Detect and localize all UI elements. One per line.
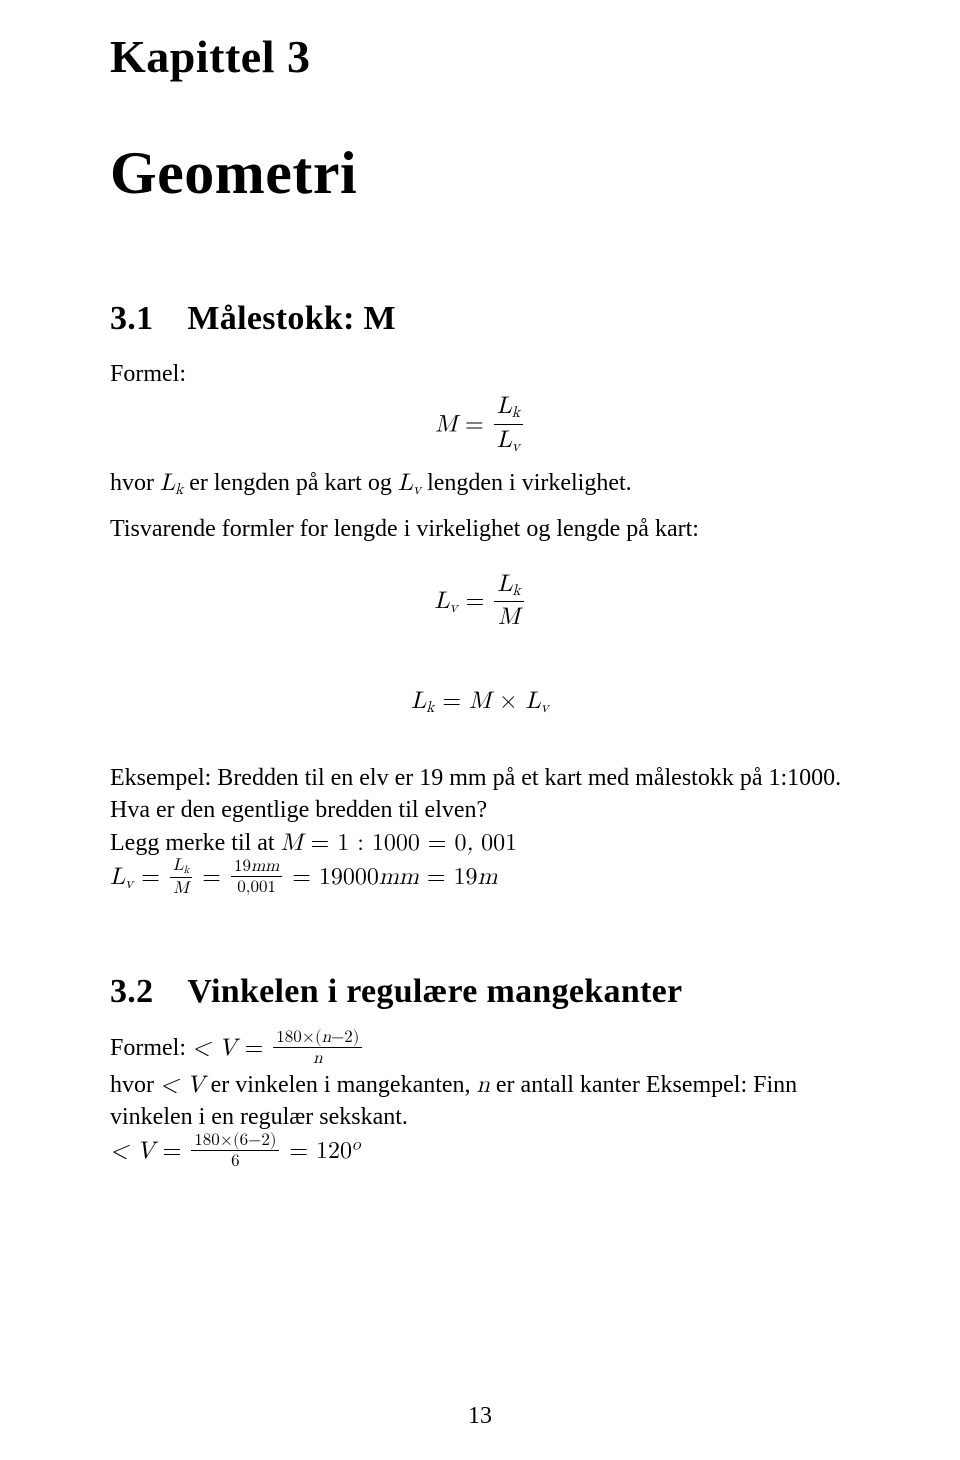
section-number: 3.2 xyxy=(110,973,153,1011)
formel-label: Formel: xyxy=(110,358,850,390)
derived-intro: Tisvarende formler for lengde i virkelig… xyxy=(110,513,850,545)
example-line-3: Legg merke til at M = 1 : 1000 = 0, 001 xyxy=(110,827,850,859)
chapter-title: Geometri xyxy=(110,139,850,208)
section-title: Vinkelen i regulære mangekanter xyxy=(187,973,682,1010)
section-number: 3.1 xyxy=(110,300,153,338)
body-line-1: hvor < V er vinkelen i mangekanten, n er… xyxy=(110,1069,850,1101)
example-line-1: Eksempel: Bredden til en elv er 19 mm på… xyxy=(110,762,850,794)
page-number: 13 xyxy=(0,1403,960,1430)
hvor-text: hvor Lk er lengden på kart og Lv lengden… xyxy=(110,467,850,501)
section-3-2-heading: 3.2 Vinkelen i regulære mangekanter xyxy=(110,973,850,1011)
chapter-label: Kapittel 3 xyxy=(110,30,850,83)
formula-Lk: Lk = M × Lv xyxy=(110,687,850,718)
result-line: < V = 180×(6−2)6 = 120o xyxy=(110,1134,850,1172)
formula-line-3-2: Formel: < V = 180×(n−2)n xyxy=(110,1031,850,1069)
formula-Lv: Lv = LkM xyxy=(110,574,850,631)
example-line-4: Lv = LkM = 19mm0,001 = 19000mm = 19m xyxy=(110,859,850,899)
example-line-2: Hva er den egentlige bredden til elven? xyxy=(110,794,850,826)
document-page: Kapittel 3 Geometri 3.1 Målestokk: M Form… xyxy=(0,0,960,1460)
section-3-1-heading: 3.1 Målestokk: M xyxy=(110,300,850,338)
formula-M-definition: M = LkLv xyxy=(110,396,850,457)
section-title: Målestokk: M xyxy=(187,300,396,337)
body-line-2: vinkelen i en regulær sekskant. xyxy=(110,1101,850,1133)
